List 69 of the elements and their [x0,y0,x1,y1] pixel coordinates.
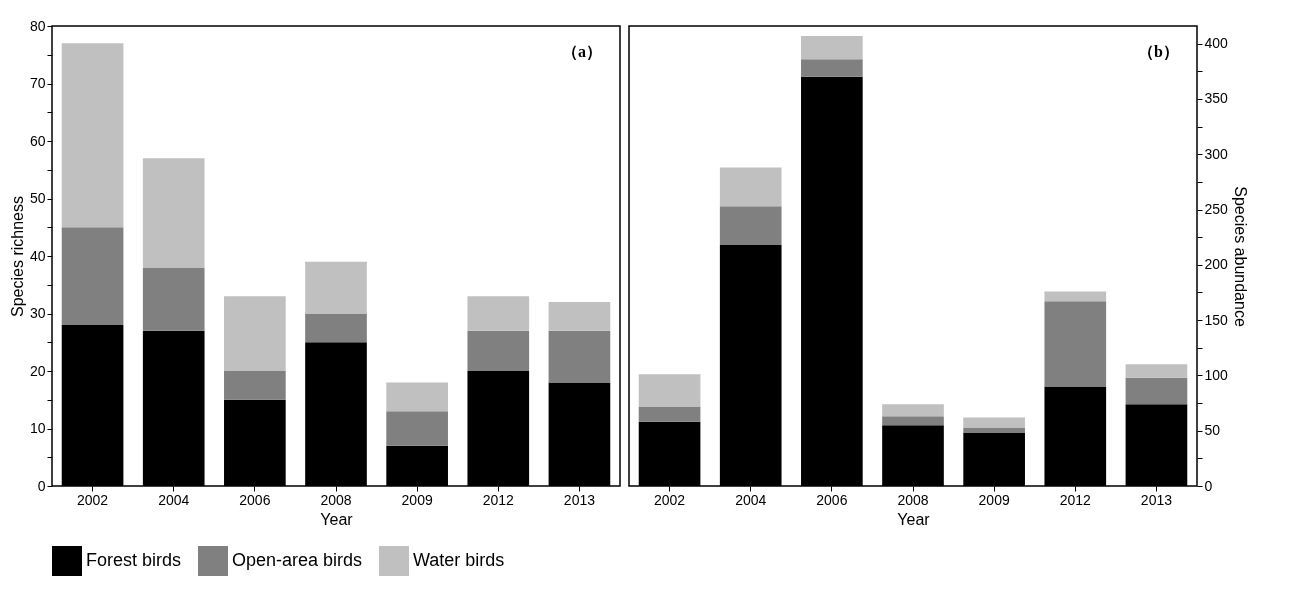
x-tick-label: 2006 [239,491,271,508]
y-tick-label: 20 [29,362,46,379]
bar [305,313,367,343]
x-axis-title: Year [320,510,354,528]
x-tick-label: 2002 [653,491,686,508]
x-axis-title: Year [897,510,931,528]
bar [638,406,701,422]
x-tick-label: 2012 [1059,491,1092,508]
x-tick-label: 2004 [735,491,767,508]
y-axis-title: Species abundance [1231,186,1249,327]
bar [1044,291,1107,302]
y-tick-label: 30 [29,305,46,321]
legend-label: Open-area birds [232,550,363,570]
bar [467,296,530,331]
bar [719,206,782,245]
bar [1125,377,1188,405]
bar [386,382,448,412]
bar [386,411,448,446]
y-tick-label: 60 [29,132,46,149]
bar [548,302,611,331]
y-tick-label: 250 [1204,201,1229,218]
legend-label: Forest birds [86,550,182,570]
x-tick-label: 2004 [158,491,190,508]
y-tick-label: 10 [29,420,46,436]
y-tick-label: 0 [37,477,46,494]
y-tick-label: 100 [1204,366,1229,383]
bar [548,330,611,383]
y-tick-label: 0 [1204,477,1213,494]
y-tick-label: 80 [29,17,46,34]
bar [1044,301,1107,387]
legend-label: Water birds [413,550,505,570]
bar [963,427,1025,433]
x-tick-label: 2013 [563,491,596,508]
y-tick-label: 200 [1204,256,1229,273]
y-tick-label: 50 [29,190,46,206]
x-tick-label: 2006 [816,491,848,508]
y-axis-title: Species richness [8,196,26,317]
x-tick-label: 2002 [76,491,109,508]
y-tick-label: 350 [1204,90,1229,107]
bar [882,404,944,417]
bar [882,416,944,426]
annotation: （a） [562,43,602,61]
bar [801,35,863,60]
bar [801,59,863,77]
x-tick-label: 2013 [1140,491,1173,508]
y-tick-label: 300 [1204,145,1229,162]
x-tick-label: 2008 [897,491,929,508]
annotation: （b） [1138,43,1179,61]
bar [142,267,205,331]
y-tick-label: 70 [29,75,46,91]
bar [142,158,205,268]
bar [305,261,367,314]
bar [719,167,782,207]
x-tick-label: 2009 [978,491,1010,508]
bar [61,43,124,228]
bar [224,296,286,371]
bar [963,417,1025,428]
bar [224,371,286,400]
bar [1125,364,1188,378]
y-tick-label: 400 [1204,35,1229,52]
x-tick-label: 2008 [320,491,352,508]
x-tick-label: 2009 [401,491,433,508]
bar [467,330,530,371]
bar [61,227,124,325]
y-tick-label: 150 [1204,311,1229,328]
y-tick-label: 50 [1204,422,1221,439]
x-tick-label: 2012 [482,491,515,508]
y-tick-label: 40 [29,247,46,264]
bar [638,374,701,407]
